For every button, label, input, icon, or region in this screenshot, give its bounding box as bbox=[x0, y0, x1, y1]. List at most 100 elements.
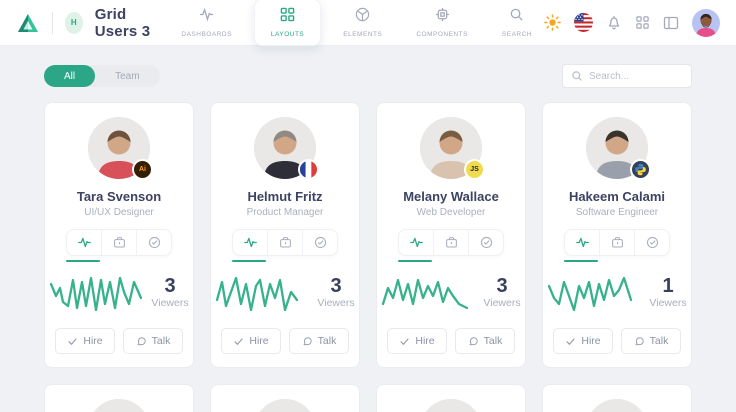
nav-item-label: Components bbox=[416, 31, 468, 38]
nav-item-search[interactable]: Search bbox=[490, 1, 544, 44]
viewers-block: 1 Viewers bbox=[649, 274, 687, 309]
user-photo bbox=[88, 399, 150, 412]
top-navbar: H Grid Users 3 Dashboards Layouts Elemen… bbox=[0, 0, 736, 46]
filter-team-button[interactable]: Team bbox=[115, 70, 140, 82]
user-photo bbox=[586, 399, 648, 412]
tab-projects[interactable] bbox=[267, 230, 302, 255]
tab-activity[interactable] bbox=[233, 230, 267, 255]
france-flag-badge bbox=[298, 159, 319, 180]
tab-tasks[interactable] bbox=[302, 230, 337, 255]
card-tabbar bbox=[232, 229, 338, 262]
nav-item-layouts[interactable]: Layouts bbox=[253, 0, 322, 46]
viewers-count: 1 bbox=[662, 274, 674, 297]
tab-activity[interactable] bbox=[565, 230, 599, 255]
viewers-count: 3 bbox=[330, 274, 342, 297]
javascript-badge: JS bbox=[464, 159, 485, 180]
user-role: Product Manager bbox=[246, 207, 324, 218]
tab-activity[interactable] bbox=[399, 230, 433, 255]
talk-button[interactable]: Talk bbox=[455, 328, 515, 354]
hire-button[interactable]: Hire bbox=[387, 328, 447, 354]
avatar-wrap: JS bbox=[420, 117, 485, 180]
user-role: UI/UX Designer bbox=[84, 207, 154, 218]
user-photo bbox=[420, 399, 482, 412]
nav-item-label: Elements bbox=[343, 31, 383, 38]
user-role: Web Developer bbox=[416, 207, 486, 218]
sidebar-layout-icon[interactable] bbox=[663, 15, 679, 31]
user-name: Hakeem Calami bbox=[568, 189, 666, 204]
search-box[interactable] bbox=[562, 64, 692, 88]
talk-button[interactable]: Talk bbox=[289, 328, 349, 354]
hire-button[interactable]: Hire bbox=[55, 328, 115, 354]
viewers-label: Viewers bbox=[317, 296, 355, 309]
user-card: Helmut Fritz Product Manager 3 Viewers H… bbox=[210, 102, 360, 368]
user-photo bbox=[88, 117, 150, 179]
filter-all-button[interactable]: All bbox=[44, 65, 96, 87]
user-card: Jeanne Marchand Mobile Developer bbox=[210, 384, 360, 412]
avatar-wrap bbox=[254, 399, 316, 412]
user-cards-row-2: Alejandro Badajoz Business Analyst Jeann… bbox=[0, 384, 736, 412]
sphere-icon bbox=[355, 7, 370, 27]
card-actions: Hire Talk bbox=[543, 315, 691, 367]
tab-tasks[interactable] bbox=[634, 230, 669, 255]
card-stats: 1 Viewers bbox=[543, 269, 691, 315]
viewers-block: 3 Viewers bbox=[483, 275, 521, 309]
talk-button[interactable]: Talk bbox=[123, 328, 183, 354]
hire-button[interactable]: Hire bbox=[553, 328, 613, 354]
bell-icon[interactable] bbox=[606, 15, 622, 31]
user-card: Ai Tara Svenson UI/UX Designer 3 Viewers bbox=[44, 102, 194, 368]
active-tab-underline bbox=[398, 260, 432, 262]
avatar-wrap bbox=[88, 399, 150, 412]
hire-button[interactable]: Hire bbox=[221, 328, 281, 354]
talk-button[interactable]: Talk bbox=[621, 328, 681, 354]
user-card: Anna Baker UI/UX Designer bbox=[542, 384, 692, 412]
tab-projects[interactable] bbox=[599, 230, 634, 255]
viewers-label: Viewers bbox=[151, 296, 189, 309]
card-actions: Hire Talk bbox=[211, 315, 359, 367]
nav-item-label: Dashboards bbox=[181, 31, 232, 38]
viewers-label: Viewers bbox=[483, 296, 521, 309]
main-nav: Dashboards Layouts Elements Components S… bbox=[169, 0, 544, 46]
nav-item-elements[interactable]: Elements bbox=[331, 1, 394, 44]
tab-tasks[interactable] bbox=[468, 230, 503, 255]
active-tab-underline bbox=[564, 260, 598, 262]
nav-item-components[interactable]: Components bbox=[404, 1, 480, 44]
viewers-count: 3 bbox=[164, 274, 176, 297]
card-tabbar bbox=[564, 229, 670, 262]
app-logo-icon[interactable] bbox=[16, 11, 40, 35]
user-role: Software Engineer bbox=[575, 207, 659, 218]
title-letter-badge: H bbox=[64, 11, 83, 34]
user-card: JS Melany Wallace Web Developer 3 Viewer… bbox=[376, 102, 526, 368]
navbar-right bbox=[544, 8, 720, 37]
card-actions: Hire Talk bbox=[377, 315, 525, 367]
avatar-wrap: Ai bbox=[88, 117, 153, 180]
grid-icon bbox=[280, 7, 295, 27]
user-avatar[interactable] bbox=[692, 8, 720, 37]
tab-projects[interactable] bbox=[433, 230, 468, 255]
card-stats: 3 Viewers bbox=[211, 269, 359, 315]
nav-item-dashboards[interactable]: Dashboards bbox=[169, 1, 244, 44]
card-stats: 3 Viewers bbox=[377, 269, 525, 315]
sun-icon[interactable] bbox=[544, 14, 561, 31]
viewers-sparkline bbox=[216, 276, 299, 312]
card-tabbar bbox=[398, 229, 504, 262]
viewers-block: 3 Viewers bbox=[317, 274, 355, 309]
search-icon bbox=[509, 7, 524, 27]
user-name: Tara Svenson bbox=[76, 189, 162, 204]
user-cards-row-1: Ai Tara Svenson UI/UX Designer 3 Viewers bbox=[0, 102, 736, 368]
page-title: Grid Users 3 bbox=[94, 5, 151, 40]
search-input[interactable] bbox=[589, 70, 683, 82]
adobe-illustrator-badge: Ai bbox=[132, 159, 153, 180]
avatar-wrap bbox=[586, 399, 648, 412]
cpu-icon bbox=[435, 7, 450, 27]
viewers-label: Viewers bbox=[649, 296, 687, 309]
tab-tasks[interactable] bbox=[136, 230, 171, 255]
usa-flag-icon[interactable] bbox=[574, 13, 593, 32]
nav-item-label: Search bbox=[501, 31, 532, 38]
viewers-block: 3 Viewers bbox=[151, 274, 189, 309]
tab-projects[interactable] bbox=[101, 230, 136, 255]
apps-grid-icon[interactable] bbox=[635, 15, 650, 30]
user-card: Alejandro Badajoz Business Analyst bbox=[44, 384, 194, 412]
python-badge bbox=[630, 159, 651, 180]
tab-activity[interactable] bbox=[67, 230, 101, 255]
user-card: Hakeem Calami Software Engineer 1 Viewer… bbox=[542, 102, 692, 368]
